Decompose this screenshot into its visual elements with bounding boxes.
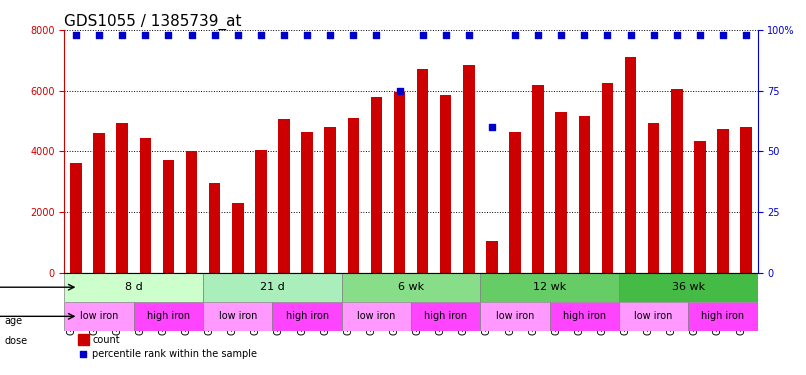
- Bar: [342, 302, 411, 331]
- Point: [532, 32, 545, 38]
- Bar: [601, 83, 613, 273]
- Point: [277, 32, 290, 38]
- Bar: [694, 141, 706, 273]
- Text: 8 d: 8 d: [125, 282, 143, 292]
- Text: high iron: high iron: [563, 311, 606, 321]
- Text: high iron: high iron: [701, 311, 745, 321]
- Point: [601, 32, 614, 38]
- Bar: [463, 65, 475, 273]
- Point: [69, 32, 82, 38]
- Bar: [619, 273, 758, 302]
- Point: [93, 32, 106, 38]
- Point: [370, 32, 383, 38]
- Bar: [93, 133, 105, 273]
- Point: [740, 32, 753, 38]
- Point: [485, 124, 498, 130]
- Bar: [64, 273, 203, 302]
- Point: [555, 32, 567, 38]
- Bar: [203, 273, 342, 302]
- Bar: [648, 123, 659, 273]
- Bar: [301, 132, 313, 273]
- Point: [231, 32, 244, 38]
- Bar: [64, 302, 134, 331]
- Text: percentile rank within the sample: percentile rank within the sample: [92, 349, 257, 359]
- Text: GDS1055 / 1385739_at: GDS1055 / 1385739_at: [64, 14, 242, 30]
- Bar: [550, 302, 619, 331]
- Point: [347, 32, 359, 38]
- Text: 36 wk: 36 wk: [671, 282, 705, 292]
- Bar: [371, 97, 382, 273]
- Point: [509, 32, 521, 38]
- Bar: [342, 273, 480, 302]
- Bar: [486, 241, 497, 273]
- Point: [624, 32, 637, 38]
- Point: [139, 32, 152, 38]
- Bar: [509, 132, 521, 273]
- Bar: [209, 183, 220, 273]
- Text: high iron: high iron: [147, 311, 190, 321]
- Text: high iron: high iron: [285, 311, 329, 321]
- Bar: [688, 302, 758, 331]
- Text: age: age: [4, 316, 22, 326]
- Point: [393, 88, 406, 94]
- Point: [439, 32, 452, 38]
- Point: [301, 32, 314, 38]
- Bar: [139, 138, 152, 273]
- Point: [116, 32, 129, 38]
- Point: [416, 32, 429, 38]
- Bar: [347, 118, 359, 273]
- Bar: [717, 129, 729, 273]
- Text: 6 wk: 6 wk: [398, 282, 424, 292]
- Point: [324, 32, 337, 38]
- Text: high iron: high iron: [424, 311, 467, 321]
- Text: low iron: low iron: [496, 311, 534, 321]
- Point: [255, 32, 268, 38]
- Text: count: count: [92, 334, 120, 345]
- Bar: [417, 69, 429, 273]
- Bar: [480, 273, 619, 302]
- Bar: [411, 302, 480, 331]
- Text: low iron: low iron: [80, 311, 118, 321]
- Bar: [671, 89, 683, 273]
- Point: [208, 32, 221, 38]
- Point: [185, 32, 198, 38]
- Bar: [185, 152, 197, 273]
- Text: 12 wk: 12 wk: [533, 282, 567, 292]
- Point: [647, 32, 660, 38]
- Text: low iron: low iron: [218, 311, 257, 321]
- Bar: [232, 203, 243, 273]
- Point: [717, 32, 729, 38]
- Bar: [116, 123, 128, 273]
- Bar: [625, 57, 637, 273]
- Bar: [393, 92, 405, 273]
- Point: [578, 32, 591, 38]
- Bar: [619, 302, 688, 331]
- Point: [671, 32, 683, 38]
- Text: low iron: low iron: [634, 311, 673, 321]
- Point: [463, 32, 476, 38]
- Point: [693, 32, 706, 38]
- Bar: [278, 120, 290, 273]
- Bar: [579, 117, 590, 273]
- Bar: [70, 164, 82, 273]
- Bar: [134, 302, 203, 331]
- Text: 21 d: 21 d: [260, 282, 285, 292]
- Text: low iron: low iron: [357, 311, 396, 321]
- Bar: [78, 334, 89, 345]
- Bar: [324, 127, 336, 273]
- Bar: [532, 85, 544, 273]
- Bar: [480, 302, 550, 331]
- Point: [77, 351, 89, 357]
- Bar: [740, 127, 752, 273]
- Bar: [163, 160, 174, 273]
- Text: dose: dose: [4, 336, 27, 346]
- Point: [162, 32, 175, 38]
- Bar: [555, 112, 567, 273]
- Bar: [440, 95, 451, 273]
- Bar: [272, 302, 342, 331]
- Bar: [255, 150, 267, 273]
- Bar: [203, 302, 272, 331]
